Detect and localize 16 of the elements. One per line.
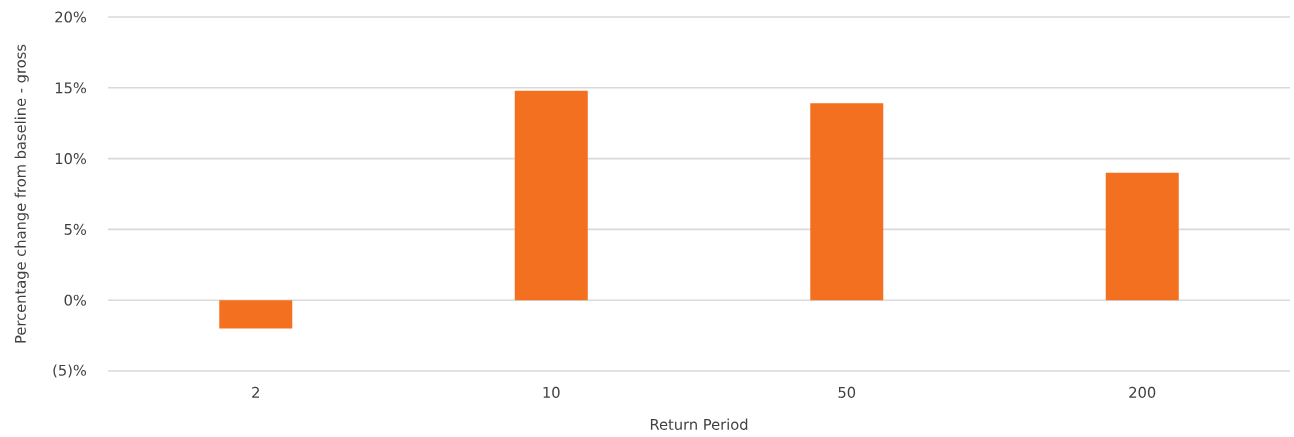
y-tick-label: 10% — [55, 153, 87, 165]
bar — [219, 300, 293, 329]
y-tick-label: 20% — [55, 11, 87, 23]
y-tick-label: 15% — [55, 82, 87, 94]
x-tick-label: 50 — [838, 386, 856, 398]
bar — [810, 103, 884, 301]
x-tick-label: 10 — [543, 386, 560, 398]
bar — [514, 90, 588, 301]
x-axis-title: Return Period — [650, 418, 748, 430]
bar — [1105, 172, 1179, 301]
y-tick-label: 5% — [64, 223, 87, 235]
y-tick-label: 0% — [64, 294, 87, 306]
y-tick-label: (5)% — [53, 364, 87, 378]
x-tick-label: 2 — [252, 386, 259, 398]
x-tick-label: 200 — [1129, 386, 1156, 398]
y-axis-title: Percentage change from baseline - gross — [14, 44, 29, 343]
